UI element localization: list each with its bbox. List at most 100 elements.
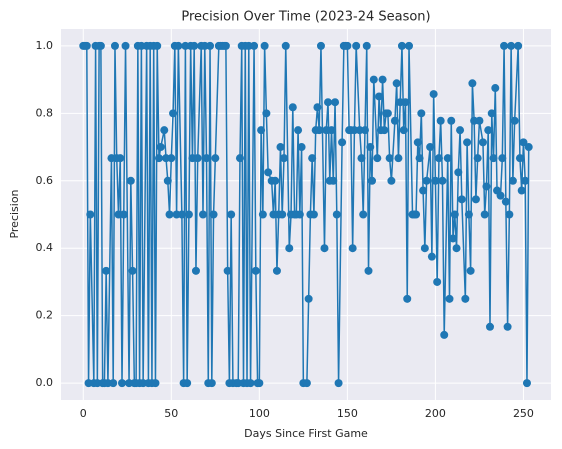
- data-point: [334, 379, 343, 388]
- data-point: [121, 41, 130, 50]
- data-point: [500, 41, 509, 50]
- data-point: [443, 154, 452, 163]
- data-point: [128, 266, 137, 275]
- data-point: [250, 41, 259, 50]
- data-point: [352, 41, 361, 50]
- data-point: [109, 379, 118, 388]
- data-point: [324, 98, 333, 107]
- y-tick-label: 0.6: [36, 174, 54, 187]
- data-point: [279, 154, 288, 163]
- data-point: [519, 138, 528, 147]
- data-point: [508, 176, 517, 185]
- data-point: [440, 330, 449, 339]
- data-point: [480, 210, 489, 219]
- data-point: [478, 138, 487, 147]
- y-axis-label: Precision: [8, 189, 21, 238]
- y-tick-label: 0.2: [36, 309, 54, 322]
- data-point: [160, 126, 169, 135]
- data-point: [484, 126, 493, 135]
- data-point: [177, 210, 186, 219]
- data-point: [507, 41, 516, 50]
- data-point: [456, 126, 465, 135]
- data-point: [96, 41, 105, 50]
- data-point: [153, 41, 162, 50]
- data-point: [211, 154, 220, 163]
- data-point: [223, 266, 232, 275]
- data-point: [257, 126, 266, 135]
- data-point: [163, 176, 172, 185]
- x-tick-label: 200: [425, 407, 446, 420]
- data-point: [281, 41, 290, 50]
- data-point: [482, 182, 491, 191]
- data-point: [375, 92, 384, 101]
- data-point: [417, 109, 426, 118]
- data-point: [360, 126, 369, 135]
- data-point: [86, 210, 95, 219]
- data-point: [385, 154, 394, 163]
- data-point: [329, 176, 338, 185]
- data-point: [278, 210, 287, 219]
- data-point: [126, 176, 135, 185]
- data-point: [426, 143, 435, 152]
- data-point: [452, 244, 461, 253]
- data-point: [362, 41, 371, 50]
- data-point: [258, 210, 267, 219]
- data-point: [295, 210, 304, 219]
- data-point: [154, 154, 163, 163]
- data-point: [276, 143, 285, 152]
- data-point: [313, 103, 322, 112]
- data-point: [450, 210, 459, 219]
- data-point: [221, 41, 230, 50]
- data-point: [436, 116, 445, 125]
- data-point: [457, 195, 466, 204]
- data-point: [110, 41, 119, 50]
- data-point: [118, 379, 127, 388]
- data-point: [255, 379, 264, 388]
- data-point: [413, 138, 422, 147]
- data-point: [338, 138, 347, 147]
- data-point: [524, 143, 533, 152]
- data-point: [191, 266, 200, 275]
- data-point: [116, 154, 125, 163]
- data-point: [209, 210, 218, 219]
- data-point: [473, 154, 482, 163]
- data-point: [475, 116, 484, 125]
- data-point: [169, 109, 178, 118]
- plot-area: [61, 29, 551, 400]
- data-point: [471, 195, 480, 204]
- data-point: [383, 109, 392, 118]
- data-point: [380, 126, 389, 135]
- data-point: [394, 154, 403, 163]
- x-tick-label: 150: [337, 407, 358, 420]
- data-point: [438, 176, 447, 185]
- data-point: [165, 210, 174, 219]
- data-point: [491, 84, 500, 93]
- data-point: [399, 126, 408, 135]
- data-point: [206, 41, 215, 50]
- data-point: [119, 210, 128, 219]
- data-point: [294, 126, 303, 135]
- data-point: [498, 154, 507, 163]
- data-point: [369, 75, 378, 84]
- x-tick-label: 100: [249, 407, 270, 420]
- data-point: [82, 41, 91, 50]
- data-point: [427, 252, 436, 261]
- data-point: [447, 116, 456, 125]
- data-point: [373, 154, 382, 163]
- data-point: [419, 186, 428, 195]
- data-point: [366, 143, 375, 152]
- data-point: [454, 168, 463, 177]
- x-tick-label: 50: [164, 407, 178, 420]
- data-point: [198, 210, 207, 219]
- data-point: [485, 322, 494, 331]
- data-point: [434, 154, 443, 163]
- data-point: [202, 154, 211, 163]
- data-point: [397, 41, 406, 50]
- data-point: [260, 41, 269, 50]
- data-point: [102, 266, 111, 275]
- data-point: [364, 266, 373, 275]
- data-point: [271, 176, 280, 185]
- data-point: [403, 294, 412, 303]
- data-point: [514, 41, 523, 50]
